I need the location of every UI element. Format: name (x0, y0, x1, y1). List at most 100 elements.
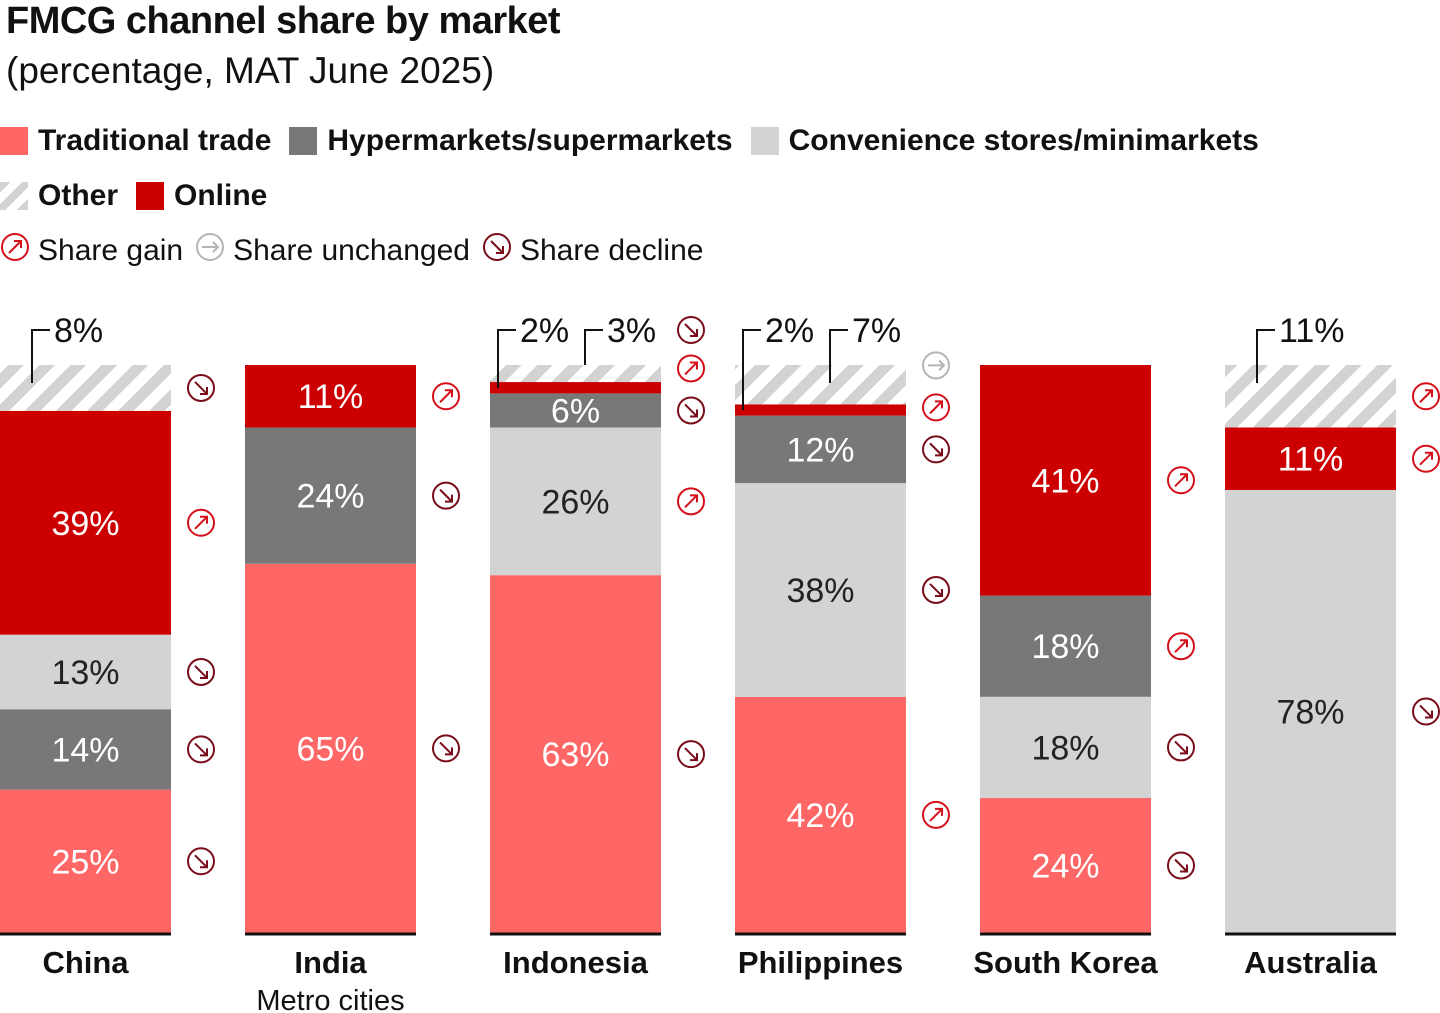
share-gain-icon (187, 508, 215, 537)
share-gain-icon (922, 800, 950, 829)
data-label: 11% (1279, 312, 1345, 350)
share-gain-icon (922, 393, 950, 422)
legend-label: Share unchanged (233, 234, 470, 267)
category-label: Philippines (738, 945, 903, 980)
legend-label: Share decline (519, 234, 704, 267)
bar-segment-other (735, 365, 906, 405)
bar-segment-online: 11% (245, 365, 416, 428)
share-unchanged-icon (922, 351, 950, 380)
bar-rect (980, 798, 1151, 933)
bar-segment-traditional-trade: 24% (980, 798, 1151, 933)
share-decline-icon (187, 735, 215, 764)
bar-segment-hypermarkets-supermarkets: 24% (245, 427, 416, 564)
legend-row-2: Other Online (0, 179, 285, 213)
data-label: 11% (1278, 441, 1344, 479)
bar-segment-convenience-stores-minimarkets: 38% (735, 483, 906, 697)
share-decline-icon (482, 233, 511, 261)
bar-rect (735, 404, 906, 416)
data-label: 13% (51, 654, 119, 692)
share-decline-icon (187, 657, 215, 686)
share-gain-icon (1167, 466, 1195, 495)
legend-label: Convenience stores/minimarkets (788, 124, 1259, 157)
trend-legend-decline: Share decline (482, 232, 703, 270)
data-label: 78% (1276, 693, 1344, 731)
leader-line (584, 329, 603, 365)
data-label: 6% (551, 392, 600, 430)
data-label: 14% (51, 731, 119, 769)
data-label: 18% (1031, 628, 1099, 666)
share-decline-icon (922, 435, 950, 464)
bar-rect (490, 393, 661, 428)
bar-segment-convenience-stores-minimarkets: 18% (980, 696, 1151, 799)
bar-segment-convenience-stores-minimarkets: 78% (1225, 489, 1396, 933)
legend-label: Online (174, 179, 268, 212)
bar-segment-hypermarkets-supermarkets: 12% (735, 415, 906, 484)
bar-segment-online: 39% (0, 410, 171, 635)
category-sublabel: Metro cities (256, 985, 404, 1013)
share-decline-icon (1167, 851, 1195, 880)
bar-rect (1225, 489, 1396, 933)
legend-label: Traditional trade (38, 124, 272, 157)
bar-rect (490, 365, 661, 383)
share-unchanged-icon (195, 232, 233, 270)
trend-legend-unchanged: Share unchanged (195, 232, 470, 270)
data-label: 18% (1031, 729, 1099, 767)
legend-item-online: Online (136, 179, 267, 213)
bar-segment-hypermarkets-supermarkets: 6% (490, 392, 661, 430)
data-label: 38% (786, 572, 854, 610)
bar-segment-other (490, 365, 661, 383)
legend-swatch (136, 182, 165, 210)
share-decline-icon (677, 316, 705, 344)
data-label: 2% (765, 312, 814, 350)
legend-item-hypermarkets: Hypermarkets/supermarkets (289, 124, 733, 158)
data-label: 24% (1031, 848, 1099, 886)
bar-segment-online: 11% (1225, 427, 1396, 490)
data-label: 3% (607, 312, 656, 350)
legend-label: Hypermarkets/supermarkets (327, 124, 733, 157)
bar-segment-online (490, 382, 661, 394)
bar-segment-traditional-trade: 63% (490, 575, 661, 933)
bar-rect (490, 382, 661, 394)
bar-rect (980, 696, 1151, 799)
legend-row-1: Traditional trade Hypermarkets/supermark… (0, 124, 1277, 158)
share-gain-icon (677, 487, 705, 516)
share-gain-icon (1167, 632, 1195, 661)
bar-rect (0, 709, 171, 790)
data-label: 7% (852, 312, 901, 350)
share-decline-icon (677, 740, 705, 769)
share-decline-icon (677, 396, 705, 425)
bar-segment-convenience-stores-minimarkets: 13% (0, 634, 171, 710)
share-gain-icon (1, 233, 29, 261)
bar-segment-other (1225, 365, 1396, 428)
share-gain-icon (0, 232, 38, 270)
bar-segment-other (0, 365, 171, 411)
bar-segment-online: 41% (980, 365, 1151, 596)
trend-legend: Share gain Share unchanged Share decline (0, 232, 715, 270)
share-gain-icon (1412, 444, 1440, 473)
data-label: 24% (296, 478, 364, 516)
leader-line (742, 329, 761, 410)
share-decline-icon (482, 232, 520, 270)
leader-line (497, 329, 516, 388)
legend-label: Share gain (38, 234, 184, 267)
bar-segment-traditional-trade: 65% (245, 563, 416, 933)
share-gain-icon (1412, 382, 1440, 411)
bar-rect (1225, 365, 1396, 428)
bar-rect (0, 365, 171, 411)
legend-swatch (0, 127, 28, 155)
share-decline-icon (187, 373, 215, 402)
data-label: 2% (520, 312, 569, 350)
legend-item-traditional: Traditional trade (0, 124, 271, 158)
data-label: 39% (51, 505, 119, 543)
bar-segment-traditional-trade: 25% (0, 789, 171, 933)
legend-swatch (289, 127, 318, 155)
category-label: Australia (1244, 945, 1377, 980)
share-decline-icon (187, 847, 215, 876)
bar-segment-convenience-stores-minimarkets: 26% (490, 427, 661, 576)
data-label: 12% (786, 431, 854, 469)
share-unchanged-icon (196, 233, 225, 261)
chart-title: FMCG channel share by market (6, 0, 561, 42)
bar-rect (735, 696, 906, 933)
